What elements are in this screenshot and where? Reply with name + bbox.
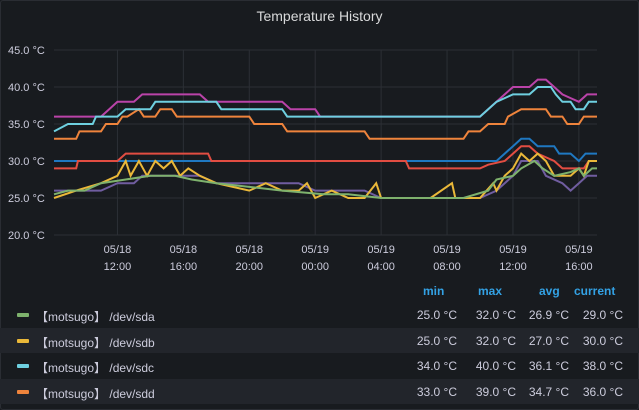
legend-max-value: 39.0 °C [475, 384, 516, 399]
x-tick-date: 05/19 [367, 244, 395, 256]
legend-row[interactable]: 【motsugo】 /dev/sdc 34.0 °C 40.0 °C 36.1 °C 3… [0, 353, 639, 379]
series-line[interactable] [54, 107, 597, 140]
legend-series-name[interactable]: 【motsugo】 /dev/sda [36, 310, 155, 324]
legend-current-value: 29.0 °C [582, 308, 623, 322]
x-tick-date: 05/19 [301, 244, 329, 256]
x-tick-date: 05/18 [236, 244, 264, 256]
legend-swatch[interactable] [17, 364, 29, 368]
x-tick-date: 05/19 [565, 244, 593, 256]
legend-min-value: 25.0 °C [416, 308, 457, 322]
x-tick-date: 05/18 [170, 244, 198, 256]
legend-current-value: 30.0 °C [582, 333, 623, 348]
legend-current-value: 38.0 °C [582, 359, 623, 373]
temperature-chart[interactable]: 45.0 °C 40.0 °C 35.0 °C 30.0 °C 25.0 °C 20.0 … [0, 0, 639, 280]
series-line[interactable] [54, 145, 597, 170]
x-tick-time: 12:00 [104, 261, 132, 273]
legend-table: min max avg current 【motsugo】 /dev/sda 25… [0, 280, 639, 404]
panel-title[interactable]: Temperature History [256, 8, 383, 24]
x-tick-time: 04:00 [367, 261, 395, 273]
legend-header: min max avg current [0, 280, 639, 302]
y-tick-label: 40.0 °C [8, 82, 45, 94]
legend-series-name[interactable]: 【motsugo】 /dev/sdd [36, 386, 155, 401]
x-tick-date: 05/19 [499, 244, 527, 256]
x-tick-time: 12:00 [499, 261, 527, 273]
legend-series-name[interactable]: 【motsugo】 /dev/sdb [36, 335, 155, 350]
series-line[interactable] [53, 86, 597, 133]
x-tick-time: 16:00 [170, 261, 198, 273]
y-tick-label: 45.0 °C [8, 45, 45, 57]
y-axis: 45.0 °C 40.0 °C 35.0 °C 30.0 °C 25.0 °C 20.0 … [8, 45, 45, 242]
legend-max-value: 32.0 °C [475, 333, 516, 348]
legend-avg-value: 34.7 °C [528, 384, 569, 399]
x-tick-time: 16:00 [565, 261, 593, 273]
x-tick-time: 20:00 [236, 261, 264, 273]
y-tick-label: 20.0 °C [8, 230, 45, 242]
legend-row[interactable]: 【motsugo】 /dev/sdd 33.0 °C 39.0 °C 34.7 °C 3… [0, 378, 639, 404]
legend-header-min[interactable]: min [423, 284, 445, 298]
x-tick-date: 05/18 [104, 244, 132, 256]
legend-swatch[interactable] [17, 313, 29, 317]
legend-header-current[interactable]: current [574, 284, 616, 298]
legend-current-value: 36.0 °C [582, 384, 623, 399]
x-tick-time: 08:00 [433, 261, 461, 273]
legend-avg-value: 27.0 °C [528, 333, 569, 348]
chart-grid [54, 49, 597, 236]
x-tick-time: 00:00 [301, 261, 329, 273]
legend-swatch[interactable] [17, 389, 29, 394]
y-tick-label: 35.0 °C [8, 119, 45, 131]
series-line[interactable] [53, 159, 597, 199]
x-tick-date: 05/19 [433, 244, 461, 256]
legend-avg-value: 26.9 °C [528, 308, 569, 322]
legend-header-avg[interactable]: avg [539, 284, 560, 298]
legend-header-max[interactable]: max [478, 284, 503, 298]
legend-series-name[interactable]: 【motsugo】 /dev/sdc [36, 361, 155, 375]
y-tick-label: 25.0 °C [8, 193, 45, 205]
x-axis: 05/18 12:00 05/18 16:00 05/18 20:00 05/19 00:00… [104, 244, 593, 273]
legend-max-value: 32.0 °C [475, 308, 516, 322]
series-line[interactable] [54, 137, 597, 163]
legend-row[interactable]: 【motsugo】 /dev/sdb 25.0 °C 32.0 °C 27.0 °C 3… [0, 327, 639, 353]
series-lines[interactable] [53, 78, 597, 200]
legend-min-value: 33.0 °C [416, 384, 457, 399]
y-tick-label: 30.0 °C [8, 156, 45, 168]
legend-min-value: 25.0 °C [416, 333, 457, 348]
legend-max-value: 40.0 °C [475, 359, 516, 373]
legend-row[interactable]: 【motsugo】 /dev/sda 25.0 °C 32.0 °C 26.9 °C 2… [0, 302, 639, 328]
legend-rows: 【motsugo】 /dev/sda 25.0 °C 32.0 °C 26.9 °C 2… [0, 302, 639, 404]
series-line[interactable] [53, 152, 597, 200]
legend-min-value: 34.0 °C [416, 359, 457, 373]
legend-swatch[interactable] [17, 338, 29, 343]
legend-avg-value: 36.1 °C [528, 359, 569, 373]
